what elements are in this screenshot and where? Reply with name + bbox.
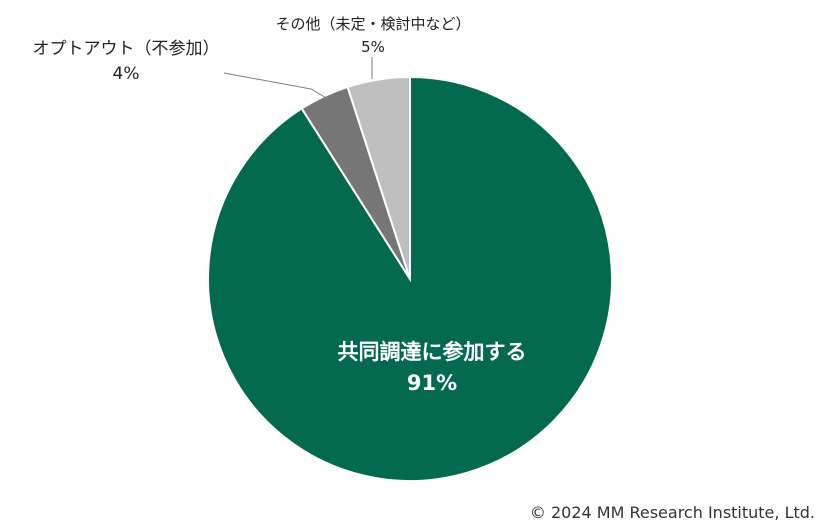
label-participate-value: 91% bbox=[407, 371, 457, 395]
copyright-text: © 2024 MM Research Institute, Ltd. bbox=[529, 503, 815, 522]
slice-labels: 共同調達に参加する 91% オプトアウト（不参加） 4% その他（未定・検討中な… bbox=[33, 15, 527, 395]
label-participate-name: 共同調達に参加する bbox=[338, 340, 527, 364]
label-other-value: 5% bbox=[361, 38, 385, 56]
label-optout-name: オプトアウト（不参加） bbox=[33, 39, 220, 59]
pie-slice-other bbox=[346, 75, 411, 280]
leader-lines bbox=[223, 57, 373, 100]
leader-line-optout bbox=[223, 72, 329, 100]
pie-slices bbox=[207, 75, 614, 482]
label-other-name: その他（未定・検討中など） bbox=[275, 15, 470, 33]
label-optout-value: 4% bbox=[113, 64, 140, 84]
